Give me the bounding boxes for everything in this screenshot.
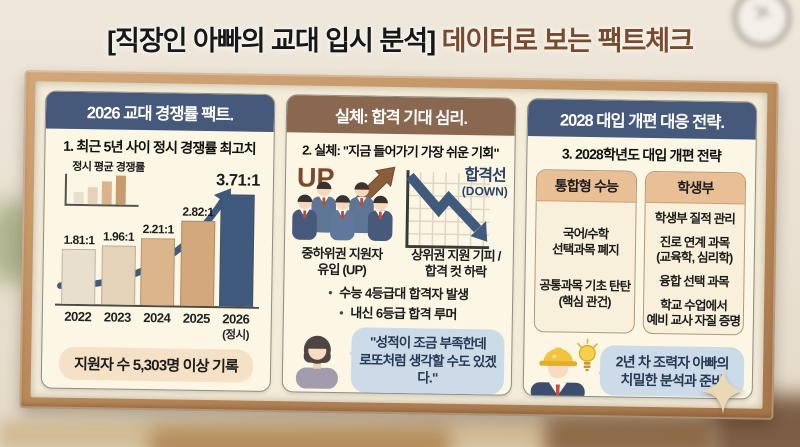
cutline-down-illustration: 합격선 (DOWN) xyxy=(399,162,508,250)
panel-right-header: 2028 대입 개편 대응 전략. xyxy=(527,99,757,140)
bar xyxy=(179,220,215,307)
speech-bubble-mom: "성적이 조금 부족한데 로또처럼 생각할 수도 있겠다." xyxy=(350,327,505,395)
card-saenggibu-body: 학생부 질적 관리 진로 연계 과목 (교육학, 심리학) 융합 선택 과목 학… xyxy=(644,203,745,334)
cutline-arrow-icon xyxy=(405,170,491,250)
bar xyxy=(100,245,136,305)
x-axis-note: (정시) xyxy=(222,329,250,342)
panel-2028-strategy: 2028 대입 개편 대응 전략. 3. 2028학년도 대입 개편 전략 통합… xyxy=(522,97,758,400)
card-suneung-body: 국어/수학 선택과목 폐지 공통과목 기초 탄탄 (핵심 관건) xyxy=(535,201,636,332)
bar-value-label: 3.71:1 xyxy=(215,171,261,190)
bar-value-label: 1.96:1 xyxy=(102,229,135,244)
bar-column: 1.96:1 xyxy=(100,229,136,305)
x-axis-label: 2024 xyxy=(143,309,171,326)
card-suneung-header: 통합형 수능 xyxy=(536,170,637,203)
blurred-desk-shadow xyxy=(150,428,450,447)
caption-applicants: 중하위권 지원자 유입 (UP) xyxy=(301,245,383,278)
poster-mat: 2026 교대 경쟁률 팩트. 1. 최근 5년 사이 정시 경쟁률 최고치 정… xyxy=(30,81,768,409)
x-axis-labels: 2022 2023 2024 2025 2026 (정시) xyxy=(60,309,252,343)
applicants-badge: 지원자 수 5,303명 이상 기록 xyxy=(58,346,254,383)
card-saenggibu: 학생부 학생부 질적 관리 진로 연계 과목 (교육학, 심리학) 융합 선택 … xyxy=(642,170,747,336)
card-item: 학교 수업에서 예비 교사 자질 증명 xyxy=(646,297,741,329)
worker-wrap xyxy=(530,337,601,400)
card-suneung: 통합형 수능 국어/수학 선택과목 폐지 공통과목 기초 탄탄 (핵심 관건) xyxy=(533,169,638,334)
clock-icon xyxy=(730,0,796,66)
competition-bar-chart: 정시 평균 경쟁률 1.81:1 1.96:1 2.21:1 2.82:1 3.71:1 xyxy=(55,158,261,309)
page-title-prefix: [직장인 아빠의 교대 입시 분석] xyxy=(107,26,436,56)
cutline-label-group: 합격선 (DOWN) xyxy=(462,167,508,198)
mini-bar-chart-icon: 정시 평균 경쟁률 xyxy=(64,158,145,207)
illustration-row: UP xyxy=(285,158,514,250)
card-item: 국어/수학 선택과목 폐지 xyxy=(551,226,619,258)
bar-value-label: 2.21:1 xyxy=(142,221,174,237)
students-group-icon xyxy=(292,181,393,241)
panel-left-subtitle: 1. 최근 5년 사이 정시 경쟁률 최고치 xyxy=(63,137,256,157)
bar-value-label: 1.81:1 xyxy=(63,232,95,248)
bar-column: 2.21:1 xyxy=(140,221,176,306)
bullet-item: 내신 6등급 합격 루머 xyxy=(284,302,512,325)
cutline-sublabel: (DOWN) xyxy=(461,183,508,199)
quote-row: "성적이 조금 부족한데 로또처럼 생각할 수도 있겠다." xyxy=(291,327,505,395)
woman-icon xyxy=(295,335,338,389)
cutline-label: 합격선 xyxy=(464,167,506,185)
bar xyxy=(219,194,255,307)
applicants-up-illustration: UP xyxy=(291,160,400,243)
panel-expectation-reality: 실체: 합격 기대 심리. 2. 실체: "지금 들어가기 가장 쉬운 기회" … xyxy=(281,94,517,396)
bar-column: 1.81:1 xyxy=(61,233,96,305)
card-item: 학생부 질적 관리 xyxy=(654,211,736,227)
panel-middle-header: 실체: 합격 기대 심리. xyxy=(286,95,516,136)
strategy-cards: 통합형 수능 국어/수학 선택과목 폐지 공통과목 기초 탄탄 (핵심 관건) … xyxy=(525,163,756,336)
bar-column: 2.82:1 xyxy=(179,204,216,307)
card-item: 융합 선택 과목 xyxy=(659,273,729,290)
bar xyxy=(140,237,176,306)
card-item: 진로 연계 과목 (교육학, 심리학) xyxy=(656,234,733,266)
wooden-frame: 2026 교대 경쟁률 팩트. 1. 최근 5년 사이 정시 경쟁률 최고치 정… xyxy=(19,70,779,420)
card-saenggibu-header: 학생부 xyxy=(645,171,746,205)
card-item: 공통과목 기초 탄탄 (핵심 관건) xyxy=(539,278,631,310)
sparkle-icon xyxy=(700,368,746,414)
panel-competition-facts: 2026 교대 경쟁률 팩트. 1. 최근 5년 사이 정시 경쟁률 최고치 정… xyxy=(40,90,276,393)
x-axis-label: 2026 (정시) xyxy=(218,311,252,343)
page-title-suffix: 데이터로 보는 팩트체크 xyxy=(435,26,694,56)
lightbulb-icon xyxy=(577,338,598,371)
rumor-bullets: 수능 4등급대 합격자 발생 내신 6등급 합격 루머 xyxy=(284,283,513,326)
x-axis-label: 2025 xyxy=(182,310,210,327)
bar-column: 3.71:1 xyxy=(216,171,260,307)
bar xyxy=(61,248,96,305)
chart-title: 정시 평균 경쟁률 xyxy=(72,160,145,174)
x-axis-label: 2023 xyxy=(103,309,131,325)
bar-value-label: 2.82:1 xyxy=(182,204,214,220)
mini-bars xyxy=(64,173,140,207)
x-axis-label: 2022 xyxy=(64,308,92,325)
blurred-chair xyxy=(545,418,715,447)
page-title: [직장인 아빠의 교대 입시 분석] 데이터로 보는 팩트체크 xyxy=(0,19,800,58)
panel-left-header: 2026 교대 경쟁률 팩트. xyxy=(45,91,275,133)
